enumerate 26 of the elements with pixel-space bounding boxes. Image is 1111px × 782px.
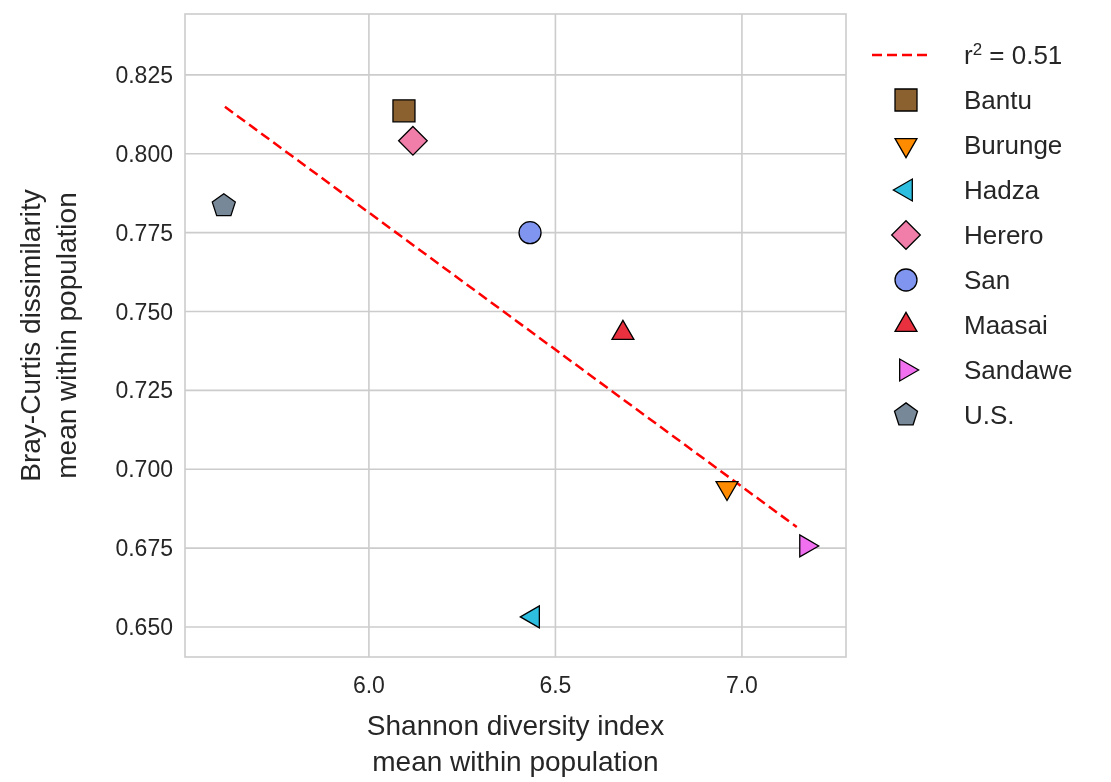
y-tick-label: 0.775 — [115, 219, 173, 246]
legend-label: Sandawe — [964, 355, 1073, 386]
point — [211, 193, 236, 217]
legend-label: Maasai — [964, 310, 1048, 341]
legend-label: Hadza — [964, 175, 1040, 206]
point — [397, 125, 428, 156]
legend-label: Bantu — [964, 85, 1032, 116]
y-tick-label: 0.650 — [115, 614, 173, 641]
legend-label: U.S. — [964, 400, 1015, 431]
x-tick-label: 6.5 — [539, 672, 572, 698]
legend-label: r$^{2}$ = 0.51 — [964, 39, 1063, 71]
y-tick-label: 0.750 — [115, 298, 173, 325]
x-tick-label: 7.0 — [725, 672, 758, 698]
y-tick-label: 0.725 — [115, 377, 173, 404]
x-axis-title: Shannon diversity index mean within population — [366, 710, 665, 777]
legend-label: Burunge — [964, 130, 1063, 161]
y-tick-label: 0.700 — [115, 456, 173, 483]
x-tick-label: 6.0 — [352, 672, 385, 698]
point — [518, 221, 542, 245]
legend-label: San — [964, 265, 1011, 296]
point — [392, 99, 416, 123]
y-axis-title: Bray-Curtis dissimilarity mean within population — [15, 189, 82, 482]
y-tick-label: 0.675 — [115, 535, 173, 562]
y-tick-label: 0.800 — [115, 140, 173, 167]
legend-label: Herero — [964, 220, 1044, 251]
y-tick-label: 0.825 — [115, 61, 173, 88]
